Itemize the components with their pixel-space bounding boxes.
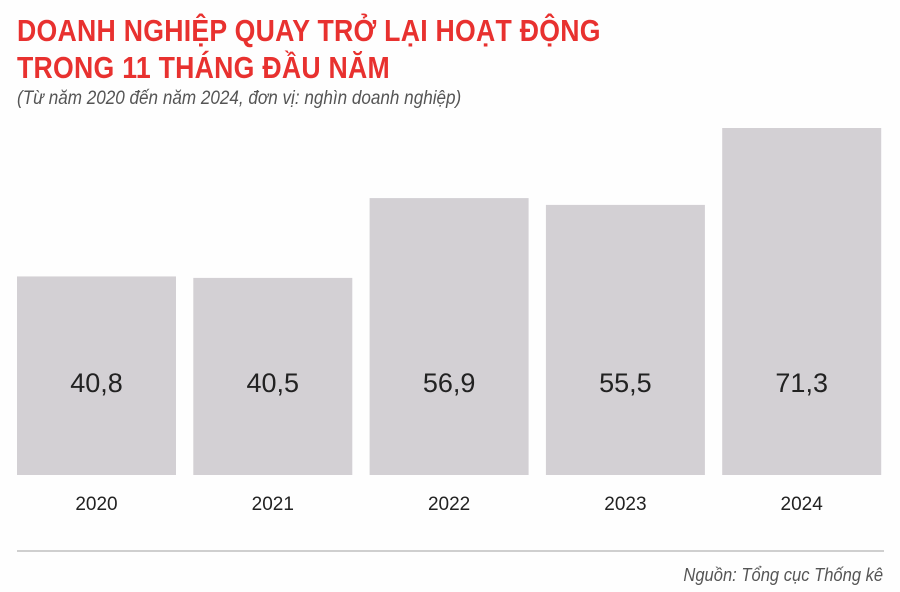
bar-2024 [722,128,882,475]
bar-2020 [17,276,176,475]
x-tick-label-2023: 2023 [604,494,646,515]
divider [17,550,884,552]
x-tick-label-2024: 2024 [781,494,824,515]
chart-title: DOANH NGHIỆP QUAY TRỞ LẠI HOẠT ĐỘNG TRON… [17,12,601,86]
chart-title-line-1: DOANH NGHIỆP QUAY TRỞ LẠI HOẠT ĐỘNG [17,13,601,48]
chart-title-line-2: TRONG 11 THÁNG ĐẦU NĂM [17,50,391,85]
x-tick-label-2021: 2021 [252,494,294,515]
value-label-2020: 40,8 [70,368,123,398]
bar-2021 [193,277,353,475]
bar-2023 [545,204,705,475]
value-label-2023: 55,5 [599,368,652,398]
x-tick-label-2022: 2022 [428,494,470,515]
value-label-2024: 71,3 [775,368,828,398]
bar-2022 [369,198,529,475]
value-label-2022: 56,9 [423,368,476,398]
source-note: Nguồn: Tổng cục Thống kê [683,565,883,585]
x-tick-label-2020: 2020 [75,494,117,515]
chart-subtitle: (Từ năm 2020 đến năm 2024, đơn vị: nghìn… [17,88,462,109]
value-label-2021: 40,5 [247,368,300,398]
